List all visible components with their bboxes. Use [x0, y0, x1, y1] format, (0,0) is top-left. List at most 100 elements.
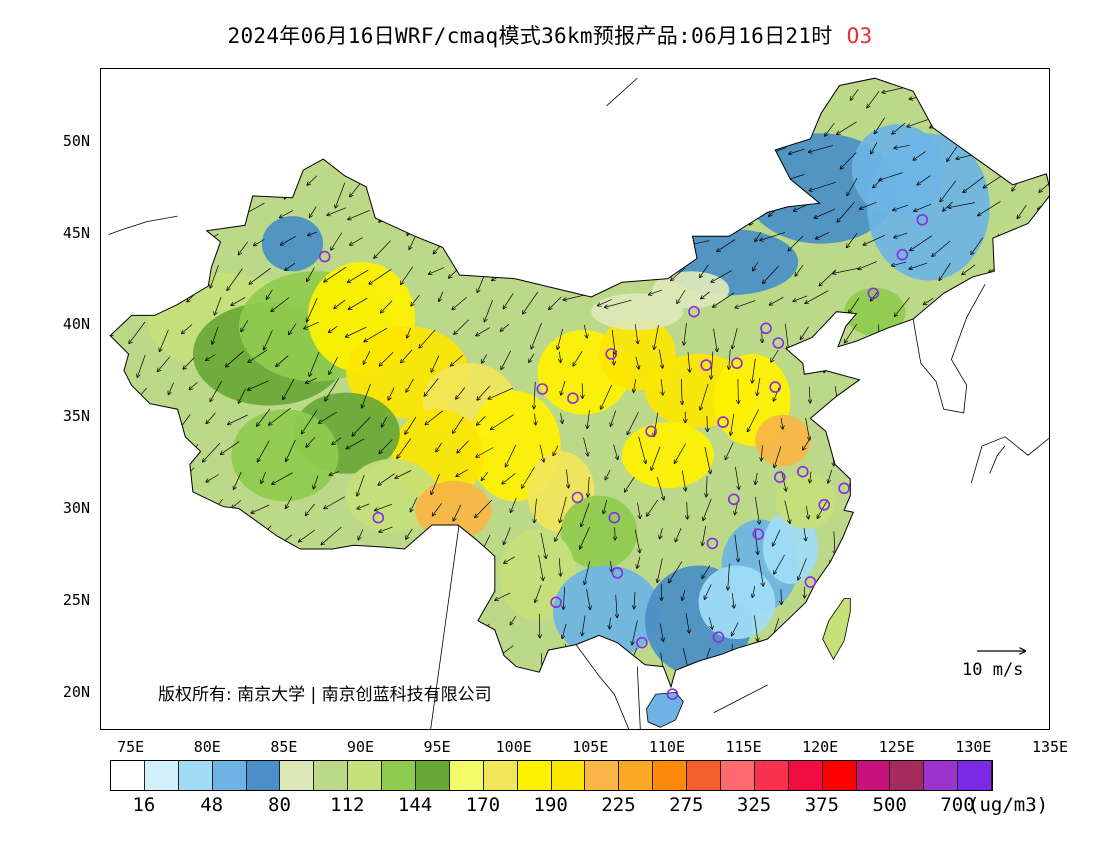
wind-vector-320 [451, 354, 463, 366]
title-main: 2024年06月16日WRF/cmaq模式36km预报产品:06月16日21时 [227, 24, 833, 48]
wind-vector-255 [364, 327, 388, 342]
wind-vector-167 [289, 323, 297, 335]
wind-vector-550 [737, 702, 741, 726]
wind-vector-433 [575, 271, 583, 282]
wind-vector-601 [784, 500, 790, 523]
wind-vector-277 [407, 327, 411, 338]
wind-vector-250 [378, 473, 395, 485]
wind-vector-659 [810, 83, 837, 92]
wind-vector-421 [582, 615, 586, 636]
wind-vector-444 [616, 594, 618, 618]
wind-vector-717 [900, 329, 905, 347]
wind-vector-280 [409, 234, 417, 250]
wind-vector-145 [264, 329, 273, 350]
wind-vector-706 [898, 650, 910, 667]
coastline-segment-7 [713, 684, 768, 713]
wind-vector-775 [967, 557, 977, 577]
wind-vector-380 [540, 532, 546, 558]
station-marker-8 [608, 511, 621, 524]
colorbar-swatch-9 [416, 761, 450, 790]
coastline-segment-3 [989, 445, 1006, 474]
wind-vector-129 [224, 149, 245, 161]
wind-vector-777 [975, 498, 981, 523]
wind-vector-276 [401, 349, 413, 363]
wind-vector-614 [768, 120, 783, 129]
wind-vector-27 [134, 555, 148, 577]
wind-vector-710 [901, 529, 906, 546]
wind-vector-162 [272, 472, 293, 485]
wind-vector-62 [161, 177, 173, 196]
colorbar-swatch-13 [551, 761, 586, 790]
wind-vector-454 [598, 299, 612, 305]
coastline-segment-1 [912, 284, 986, 414]
wind-vector-346 [489, 238, 494, 248]
wind-vector-283 [405, 151, 412, 163]
wind-vector-152 [259, 123, 270, 142]
wind-vector-275 [406, 378, 414, 392]
wind-vector-113 [234, 619, 245, 625]
wind-vector-236 [350, 237, 363, 245]
concentration-zone-10 [346, 458, 439, 533]
wind-vector-319 [456, 387, 466, 399]
wind-vector-553 [732, 622, 739, 635]
wind-vector-285 [399, 86, 420, 96]
wind-vector-850 [1042, 296, 1049, 307]
colorbar-label-48: 48 [200, 794, 224, 816]
wind-vector-363 [488, 387, 514, 399]
wind-vector-694 [871, 357, 878, 370]
wind-vector-403 [560, 496, 567, 523]
wind-vector-41 [127, 147, 148, 157]
wind-vector-851 [1030, 269, 1049, 280]
wind-vector-4 [110, 592, 123, 606]
wind-vector-542 [701, 291, 710, 299]
wind-vector-233 [346, 326, 367, 337]
station-marker-19 [838, 482, 850, 495]
wind-vector-740 [924, 298, 934, 304]
wind-vector-22 [138, 702, 144, 718]
wind-vector-749 [949, 679, 952, 687]
wind-vector-757 [956, 443, 961, 469]
wind-vector-703 [867, 91, 880, 107]
wind-vector-791 [964, 85, 978, 99]
wind-vector-818 [1029, 588, 1030, 602]
wind-vector-744 [917, 175, 931, 185]
wind-vector-415 [554, 149, 561, 159]
wind-vector-697 [858, 261, 878, 269]
wind-vector-502 [638, 178, 661, 195]
wind-vector-668 [850, 475, 855, 487]
wind-vector-568 [721, 175, 736, 197]
wind-vector-604 [781, 417, 783, 429]
wind-vector-817 [1017, 618, 1026, 637]
wind-vector-65 [146, 86, 167, 105]
wind-vector-203 [326, 565, 341, 587]
wind-vector-764 [932, 240, 951, 256]
wind-vector-29 [135, 497, 146, 504]
wind-vector-344 [484, 299, 493, 322]
wind-vector-266 [405, 651, 412, 665]
colorbar-swatch-18 [721, 761, 755, 790]
wind-vector-19 [110, 143, 125, 156]
wind-vector-560 [731, 413, 735, 435]
wind-vector-99 [210, 381, 222, 401]
wind-vector-532 [704, 584, 712, 599]
wind-vector-90 [201, 650, 216, 665]
colorbar-label-112: 112 [330, 794, 365, 816]
wind-vector-693 [874, 383, 882, 404]
wind-vector-549 [699, 88, 714, 101]
coastline-segment-2 [970, 436, 1049, 483]
wind-vector-495 [661, 379, 663, 395]
wind-vector-489 [657, 558, 663, 583]
wind-vector-796 [994, 584, 1004, 601]
wind-vector-42 [129, 113, 146, 121]
wind-vector-636 [788, 122, 808, 132]
wind-vector-761 [953, 324, 955, 350]
wind-vector-449 [613, 444, 618, 460]
wind-vector-445 [610, 561, 612, 572]
wind-vector-833 [998, 152, 1024, 161]
wind-vector-524 [676, 173, 683, 185]
wind-vector-547 [692, 144, 711, 160]
lon-label-125E: 125E [878, 738, 915, 756]
wind-vector-25 [129, 615, 143, 622]
wind-vector-341 [477, 385, 491, 400]
colorbar-swatch-10 [449, 761, 484, 790]
